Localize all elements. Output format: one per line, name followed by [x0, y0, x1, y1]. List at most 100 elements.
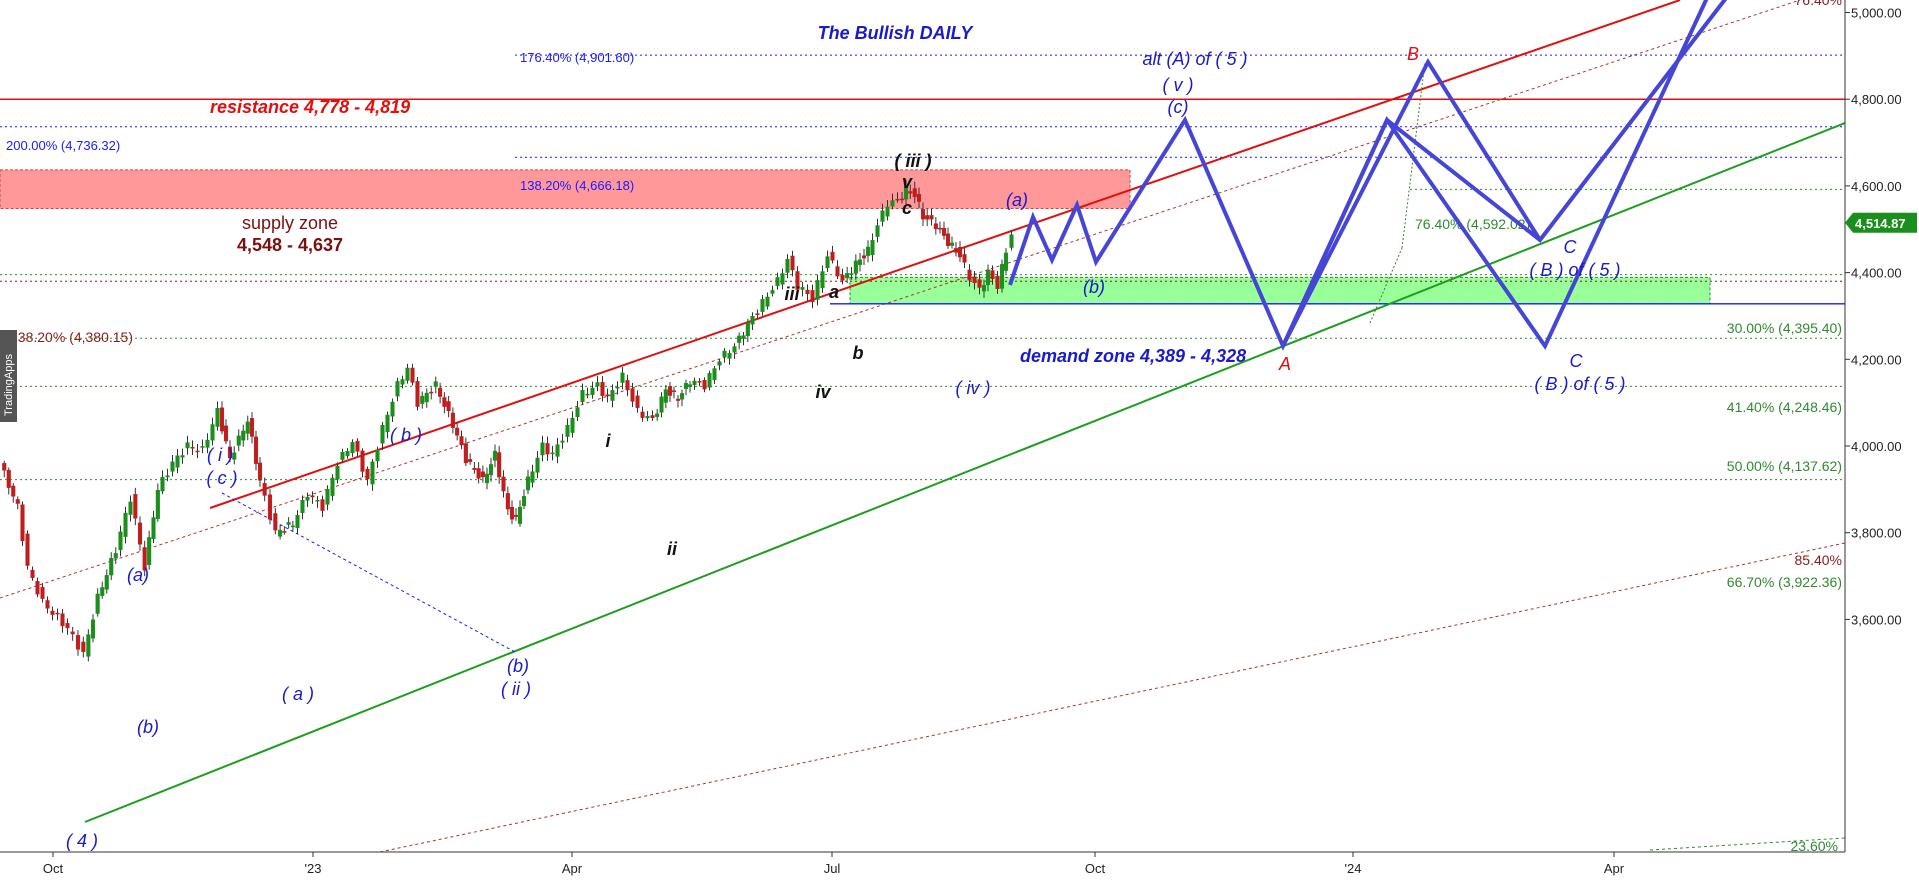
candle: [267, 489, 273, 525]
y-tick-label: 4,200.00: [1851, 352, 1902, 367]
candle: [580, 383, 585, 405]
candle: [290, 520, 295, 532]
candle: [845, 266, 850, 283]
candle: [40, 583, 45, 603]
candle: [128, 495, 133, 522]
candle: [232, 446, 237, 465]
candle: [521, 489, 527, 509]
candle: [775, 272, 780, 290]
candle: [903, 179, 909, 205]
candle: [912, 181, 917, 204]
candle: [492, 444, 498, 468]
candle: [55, 608, 60, 621]
candle: [262, 477, 267, 502]
candle: [286, 517, 291, 529]
wave-label-blue: alt (A) of ( 5 ): [1142, 49, 1247, 69]
candle: [585, 387, 590, 399]
candle: [90, 614, 96, 643]
candle: [745, 318, 750, 343]
candle: [25, 530, 30, 570]
candle: [732, 343, 737, 359]
candle: [472, 462, 477, 474]
projection-path-alt: [1281, 0, 1709, 350]
candle: [484, 467, 490, 490]
candle: [405, 363, 410, 384]
candle: [530, 464, 535, 488]
wave-label-blue: ( a ): [282, 684, 314, 704]
candle: [565, 418, 570, 443]
inner-channel-line: [0, 0, 1801, 599]
candle: [659, 392, 664, 418]
candle: [830, 245, 835, 264]
candle: [219, 401, 225, 435]
candle: [741, 332, 746, 346]
candle: [273, 507, 278, 535]
candle: [590, 381, 595, 399]
y-tick-label: 4,000.00: [1851, 439, 1902, 454]
candle: [147, 530, 152, 570]
wave-label-blue: (a): [1006, 190, 1028, 210]
candle: [630, 383, 635, 408]
watermark: TradingApps: [0, 330, 17, 422]
candle: [857, 253, 863, 272]
candle: [770, 285, 775, 297]
candle: [104, 569, 109, 594]
candle: [890, 193, 895, 210]
candle: [635, 390, 640, 413]
candle: [683, 379, 689, 396]
candle: [123, 506, 128, 544]
candle: [595, 376, 600, 392]
projection-path-alt: [1281, 57, 1542, 347]
candle: [865, 240, 871, 263]
fib-level-label: 176.40% (4,901.60): [520, 50, 634, 65]
candle: [610, 384, 615, 408]
candle: [962, 248, 967, 269]
candle: [535, 451, 540, 479]
bottom-green-line: [1649, 837, 1846, 851]
candle: [981, 279, 987, 298]
candle: [765, 292, 770, 310]
candle: [501, 470, 506, 498]
candle: [15, 496, 20, 510]
candle: [190, 440, 195, 456]
candle: [820, 265, 825, 293]
candle: [170, 454, 175, 477]
y-tick-label: 5,000.00: [1851, 6, 1902, 21]
candle: [455, 422, 460, 441]
candle: [113, 547, 118, 564]
candle: [880, 203, 885, 227]
fib-level-label: 76.40% (4,592.02): [1415, 216, 1530, 232]
levels-layer: resistance 4,778 - 4,819 176.40% (4,901.6…: [0, 50, 1845, 590]
wave-label-blue: (a): [127, 565, 149, 585]
wave-label-blue: (c): [1168, 97, 1189, 117]
candle: [205, 433, 210, 454]
candle: [300, 495, 305, 520]
wave-label-black: a: [829, 282, 839, 302]
candle: [459, 430, 464, 450]
candle: [385, 411, 390, 439]
candle: [999, 259, 1005, 293]
candle: [750, 312, 755, 331]
candle: [1009, 230, 1014, 251]
candle: [109, 552, 114, 581]
candle: [480, 465, 485, 483]
candle: [645, 411, 650, 422]
candle: [697, 378, 702, 387]
candle: [825, 250, 830, 273]
wave-label-black: i: [605, 431, 611, 451]
trendlines-layer: 76.40% 85.40% 23.60%: [0, 0, 1846, 854]
candle: [620, 367, 625, 390]
candle: [70, 626, 75, 641]
candle: [488, 457, 494, 482]
y-tick-label: 4,400.00: [1851, 266, 1902, 281]
candle: [985, 264, 991, 292]
fib-level-label: 66.70% (3,922.36): [1727, 574, 1842, 590]
candle: [722, 348, 727, 363]
candle: [310, 491, 315, 504]
candle: [65, 618, 70, 635]
candle: [20, 501, 25, 546]
candle: [953, 242, 959, 257]
candle: [6, 467, 11, 495]
candle: [305, 492, 310, 508]
x-tick-label: '24: [1345, 861, 1362, 876]
